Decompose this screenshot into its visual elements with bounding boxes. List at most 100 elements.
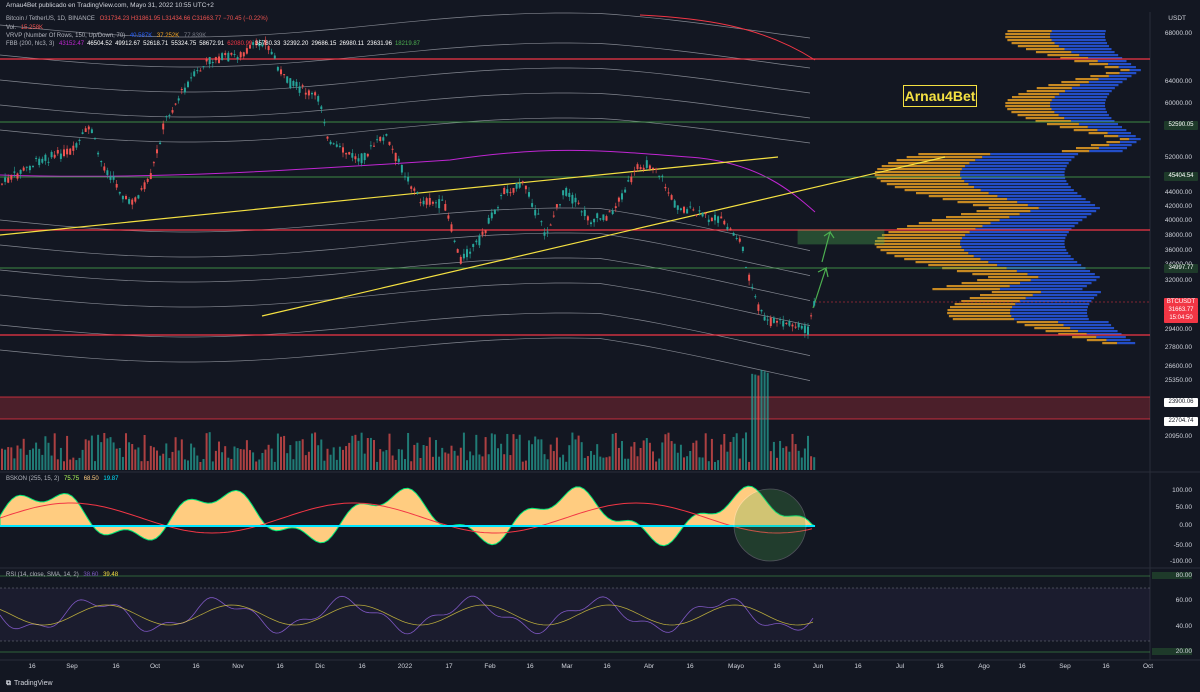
candle-body xyxy=(63,149,65,157)
candle-body xyxy=(813,301,816,306)
candle-body xyxy=(208,56,211,65)
vp-up-bar xyxy=(1054,42,1108,45)
candle-body xyxy=(562,190,565,196)
volume-bar xyxy=(803,448,806,470)
volume-bar xyxy=(388,433,391,470)
vol-legend[interactable]: Vol. 15.258K xyxy=(6,24,46,32)
fbb-value: 18219.87 xyxy=(394,41,420,47)
price-tick-label: 68000.00 xyxy=(1164,30,1192,37)
vol-label: Vol. xyxy=(6,25,17,31)
volume-bar xyxy=(475,434,478,470)
candle-body xyxy=(59,153,62,159)
volume-bar xyxy=(692,442,695,470)
bskon-legend[interactable]: BSKON (255, 15, 2) 75.75 68.50 19.87 xyxy=(6,475,121,483)
vp-up-bar xyxy=(1108,75,1132,78)
vp-down-bar xyxy=(1048,84,1080,87)
candle-body xyxy=(233,54,236,56)
tradingview-footer[interactable]: ⧉ TradingView xyxy=(6,680,53,688)
vp-up-bar xyxy=(1106,339,1131,342)
candle-body xyxy=(540,221,543,223)
vp-down-bar xyxy=(1061,150,1090,153)
candle-body xyxy=(776,320,778,323)
vp-up-bar xyxy=(1019,300,1092,303)
vp-up-bar xyxy=(1038,207,1100,210)
candle-body xyxy=(425,198,428,205)
candle-body xyxy=(10,175,13,180)
volume-bar xyxy=(596,444,599,470)
vp-down-bar xyxy=(894,186,974,189)
candle-body xyxy=(698,210,701,212)
volume-bar xyxy=(354,434,357,470)
candle-body xyxy=(320,106,323,109)
vp-down-bar xyxy=(1059,126,1088,129)
vp-down-bar xyxy=(950,306,1013,309)
vp-down-bar xyxy=(947,312,1011,315)
symbol-legend[interactable]: Bitcoin / TetherUS, 1D, BINANCE O31734.2… xyxy=(6,15,271,23)
candle-body xyxy=(735,237,738,239)
volume-bar xyxy=(754,374,757,470)
candle-body xyxy=(692,209,695,211)
volume-bar xyxy=(50,455,53,470)
vp-up-bar xyxy=(1119,141,1137,144)
vp-down-bar xyxy=(881,234,966,237)
volume-bar xyxy=(760,369,763,470)
vp-down-bar xyxy=(881,165,965,168)
candle-body xyxy=(546,231,549,233)
volume-bar xyxy=(165,443,168,470)
vp-down-bar xyxy=(977,279,1031,282)
candle-body xyxy=(16,173,19,179)
candle-body xyxy=(53,154,56,158)
candle-body xyxy=(611,210,614,215)
volume-bar xyxy=(177,450,180,470)
volume-bar xyxy=(667,432,670,470)
price-tick-label: 44000.00 xyxy=(1164,189,1192,196)
vp-down-bar xyxy=(942,198,1008,201)
candle-body xyxy=(422,200,425,205)
candle-body xyxy=(400,165,403,173)
volume-bar xyxy=(4,449,7,470)
candle-body xyxy=(106,170,109,175)
candle-body xyxy=(366,153,369,157)
support-zone xyxy=(0,397,1150,419)
candle-body xyxy=(803,325,806,333)
volume-bar xyxy=(304,455,307,470)
vp-down-bar xyxy=(896,228,976,231)
candle-body xyxy=(360,153,363,164)
volume-bar xyxy=(16,445,19,470)
fbb-legend[interactable]: FBB (200, hlc3, 3) 43152.47 46504.52 49912… xyxy=(6,40,423,48)
fbb-band-line xyxy=(0,92,811,119)
volume-bar xyxy=(782,447,785,470)
time-tick-label: 16 xyxy=(192,663,200,670)
candle-body xyxy=(717,216,720,223)
volume-bar xyxy=(497,448,499,470)
time-tick-label: Sep xyxy=(66,663,78,670)
vrvp-legend[interactable]: VRVP (Number Of Rows, 150, Up/Down, 70) … xyxy=(6,32,209,40)
vp-up-bar xyxy=(1012,306,1088,309)
bskon-value-2: 68.50 xyxy=(83,476,99,482)
volume-bar xyxy=(100,442,103,470)
candle-body xyxy=(323,122,326,124)
vp-down-bar xyxy=(961,300,1020,303)
vp-up-bar xyxy=(961,246,1066,249)
volume-bar xyxy=(283,435,286,470)
vp-down-bar xyxy=(874,240,961,243)
candle-body xyxy=(524,185,527,190)
volume-bar xyxy=(478,454,481,470)
candle-body xyxy=(199,70,202,72)
vp-down-bar xyxy=(1035,51,1072,54)
vp-up-bar xyxy=(982,225,1075,228)
volume-bar xyxy=(72,457,75,470)
fbb-value: 23631.96 xyxy=(366,41,392,47)
candle-body xyxy=(84,128,87,132)
volume-bar xyxy=(252,452,255,470)
volume-bar xyxy=(462,432,465,470)
volume-bar xyxy=(187,460,189,470)
volume-bar xyxy=(763,371,766,470)
vp-down-bar xyxy=(880,249,965,252)
volume-bar xyxy=(540,439,543,470)
rsi-legend[interactable]: RSI (14, close, SMA, 14, 2) 38.60 39.48 xyxy=(6,571,121,579)
volume-bar xyxy=(552,451,555,470)
fbb-value: 52618.71 xyxy=(143,41,169,47)
vp-up-bar xyxy=(1096,336,1126,339)
